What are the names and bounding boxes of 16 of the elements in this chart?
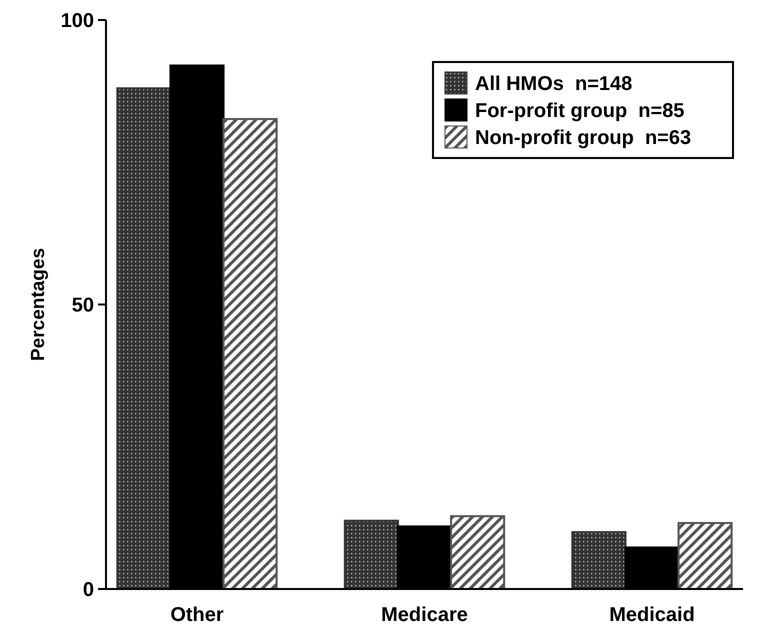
y-axis-title: Percentages — [28, 248, 49, 362]
bar — [450, 515, 506, 590]
bar — [571, 531, 626, 590]
x-tick-label: Other — [170, 604, 224, 626]
y-tick-label: 0 — [82, 579, 94, 601]
y-tick-label: 100 — [60, 10, 94, 32]
legend-label: For-profit group n=85 — [475, 100, 684, 122]
y-tick-label: 50 — [72, 294, 94, 316]
bar — [344, 520, 399, 590]
x-tick-label: Medicaid — [609, 604, 695, 626]
bar — [678, 522, 733, 590]
bar — [116, 87, 172, 590]
bar — [222, 118, 278, 590]
legend-label: Non-profit group n=63 — [475, 127, 692, 149]
x-tick-label: Medicare — [381, 604, 468, 626]
legend-label: All HMOs n=148 — [475, 73, 632, 95]
